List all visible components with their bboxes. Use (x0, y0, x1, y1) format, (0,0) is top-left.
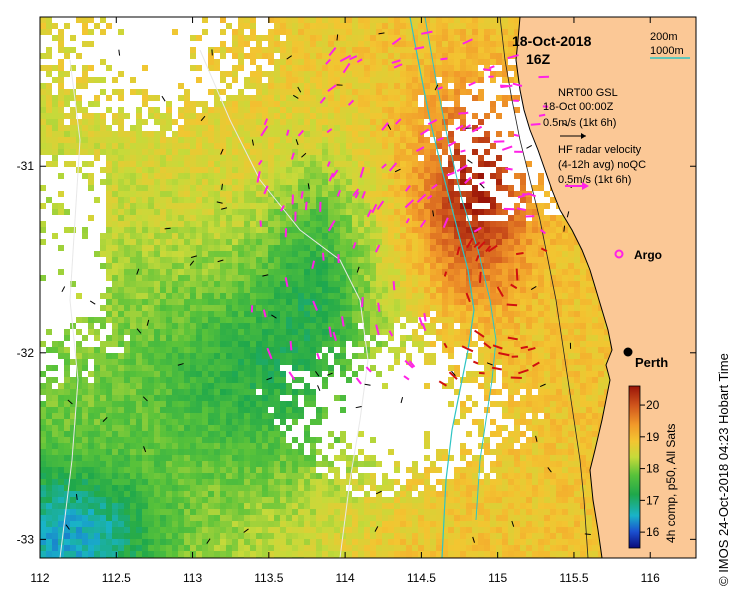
y-tick-label: -32 (17, 346, 35, 360)
model-legend-line2: 18-Oct 00:00Z (543, 101, 614, 113)
isobath-1000m-b (424, 17, 497, 521)
city-dot-icon (623, 347, 633, 357)
colorbar-tick-label: 16 (646, 525, 660, 539)
colorbar-tick-label: 20 (646, 398, 660, 412)
y-tick-label: -31 (17, 159, 35, 173)
radar-legend: HF radar velocity (4-12h avg) noQC 0.5m/… (558, 144, 646, 190)
isobath-deep-b (199, 49, 369, 558)
model-legend-line3: 0.5m/s (1kt 6h) (543, 117, 616, 129)
axis-ticks: 112 112.5 113 113.5 114 114.5 115 115.5 116 -31 -3… (17, 17, 696, 585)
colorbar-ramp (628, 385, 641, 549)
depth-scale-legend: 200m 1000m (650, 31, 690, 59)
title-block: 18-Oct-2018 16Z (512, 33, 592, 67)
colorbar-label: 4h comp, p50, All Sats (664, 423, 678, 543)
title-time: 16Z (526, 51, 551, 67)
perth-marker: Perth (623, 347, 668, 370)
x-tick-label: 113.5 (254, 571, 283, 585)
argo-label: Argo (634, 248, 662, 262)
isobath-1000m (409, 17, 475, 558)
x-tick-label: 115 (488, 571, 507, 585)
y-tick-label: -33 (17, 532, 35, 546)
colorbar-tick-label: 19 (646, 430, 660, 444)
x-tick-label: 114.5 (407, 571, 436, 585)
isobath-200m (499, 17, 589, 558)
argo-icon (614, 249, 624, 259)
model-legend-line1: NRT00 GSL (558, 87, 618, 99)
x-tick-label: 112.5 (102, 571, 131, 585)
colorbar-tick-label: 18 (646, 462, 660, 476)
x-tick-label: 114 (336, 571, 355, 585)
depth-1000m-label: 1000m (650, 45, 684, 57)
colorbar-tick-label: 17 (646, 493, 660, 507)
radar-legend-line1: HF radar velocity (558, 144, 642, 156)
x-tick-label: 116 (641, 571, 660, 585)
colorbar: 20 19 18 17 16 (628, 385, 660, 549)
argo-marker: Argo (614, 248, 662, 262)
land-mass (515, 17, 696, 558)
model-legend: NRT00 GSL 18-Oct 00:00Z 0.5m/s (1kt 6h) (543, 87, 618, 139)
coastline-land (515, 17, 696, 558)
velocity-vectors (61, 30, 591, 544)
perth-label: Perth (635, 355, 668, 370)
title-date: 18-Oct-2018 (512, 33, 592, 49)
depth-200m-label: 200m (650, 31, 678, 43)
bathymetry-contours (59, 17, 589, 558)
radar-legend-line3: 0.5m/s (1kt 6h) (558, 174, 631, 186)
credit-text: © IMOS 24-Oct-2018 04:23 Hobart Time (716, 353, 731, 586)
radar-legend-line2: (4-12h avg) noQC (558, 159, 646, 171)
x-tick-label: 113 (183, 571, 202, 585)
isobath-deep (59, 59, 81, 558)
x-tick-label: 112 (30, 571, 49, 585)
x-tick-label: 115.5 (559, 571, 588, 585)
colorbar-ticks: 20 19 18 17 16 (640, 398, 660, 539)
plot-frame (39, 16, 697, 559)
